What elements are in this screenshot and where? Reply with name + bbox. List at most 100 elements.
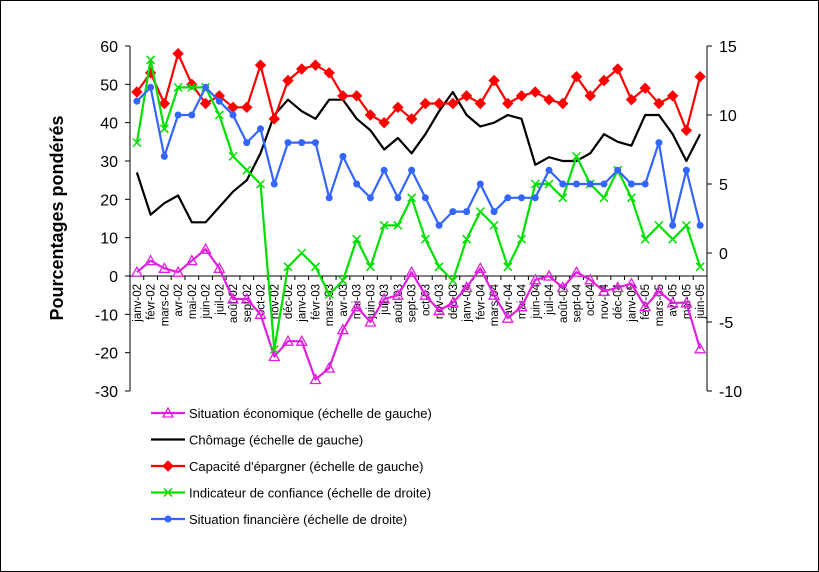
data-point-stroke (352, 234, 362, 244)
data-point (392, 101, 404, 114)
data-point-stroke (297, 248, 307, 258)
data-point (668, 234, 678, 244)
data-point-stroke (668, 234, 678, 244)
data-point (391, 288, 404, 300)
data-point-stroke (310, 262, 320, 272)
data-point (611, 63, 624, 75)
data-point (213, 261, 226, 273)
x-tick-label: juil-02 (214, 284, 226, 316)
data-point-stroke (163, 487, 173, 498)
data-point (257, 125, 265, 133)
data-point (228, 151, 238, 161)
data-point-stroke (420, 234, 430, 244)
data-point-stroke (393, 220, 403, 230)
left-tick-label: -30 (95, 384, 118, 401)
data-point-stroke (324, 289, 334, 299)
data-point (515, 90, 528, 102)
right-tick-label: 5 (719, 177, 728, 194)
left-tick-label: -10 (95, 307, 118, 324)
x-tick-label: mai-04 (517, 283, 529, 319)
data-point (282, 74, 294, 87)
data-point (325, 194, 333, 202)
data-point (487, 288, 501, 300)
data-point-stroke (146, 55, 156, 65)
data-point (185, 254, 198, 266)
series-line (135, 58, 702, 351)
y-axis-title: Pourcentages pondérés (47, 115, 67, 320)
x-tick-label: déc-04 (613, 283, 625, 319)
data-point (408, 166, 416, 174)
data-point (694, 342, 707, 354)
data-point (405, 265, 418, 277)
left-tick-label: -20 (95, 346, 118, 363)
data-point (600, 180, 608, 188)
data-point (419, 288, 432, 300)
data-point-stroke (517, 234, 527, 244)
series-line (135, 90, 702, 224)
data-point (625, 93, 638, 106)
data-point (639, 82, 651, 94)
data-point-stroke (132, 138, 142, 148)
data-point (268, 350, 281, 362)
data-point (337, 90, 349, 102)
data-point (639, 300, 652, 312)
data-point (462, 234, 472, 244)
data-point (682, 166, 690, 174)
data-point (255, 179, 266, 189)
data-point (448, 276, 458, 286)
left-tick-label: 0 (109, 269, 118, 286)
data-point (586, 180, 594, 188)
data-point (295, 334, 308, 346)
data-point (515, 300, 528, 312)
data-point (475, 207, 485, 217)
x-tick-label: août-04 (558, 283, 570, 323)
left-tick-label: 60 (100, 39, 118, 56)
x-tick-label: juin-04 (530, 283, 542, 319)
data-point (572, 180, 580, 188)
data-point (281, 334, 295, 346)
x-tick-label: juin-05 (695, 284, 707, 320)
data-point (268, 113, 280, 125)
right-tick-label: 10 (719, 108, 737, 125)
data-point (488, 74, 500, 87)
left-tick-label: 20 (100, 192, 118, 209)
data-point (366, 194, 374, 202)
series-1 (130, 242, 707, 385)
data-point (283, 262, 293, 272)
data-point (147, 83, 155, 91)
data-point (407, 193, 417, 203)
legend-label: Situation financière (échelle de droite) (189, 512, 407, 527)
x-tick-label: mai-02 (187, 284, 199, 319)
data-point (393, 220, 403, 230)
data-point-stroke (530, 179, 540, 189)
x-tick-label: mars-02 (159, 284, 171, 326)
data-point (666, 296, 679, 308)
data-point (380, 166, 388, 174)
data-point (571, 151, 582, 161)
data-point (164, 515, 172, 523)
data-point (131, 86, 143, 98)
x-tick-label: avr-02 (173, 284, 185, 317)
data-point-stroke (283, 262, 293, 272)
data-point (449, 208, 457, 216)
x-tick-label: mai-05 (681, 284, 693, 319)
data-point (597, 284, 611, 296)
data-point (544, 179, 554, 189)
data-point (270, 180, 278, 188)
data-point (518, 194, 526, 202)
data-point (240, 292, 253, 304)
data-point (296, 63, 308, 75)
data-point (199, 97, 212, 110)
x-tick-label: janv-05 (626, 284, 638, 323)
data-point (529, 86, 541, 98)
x-tick-label: oct-04 (585, 283, 597, 316)
data-point (556, 281, 569, 293)
data-point-stroke (159, 124, 169, 134)
data-point (652, 284, 666, 296)
legend-item: Chômage (échelle de gauche) (151, 433, 363, 448)
data-point (694, 70, 706, 83)
data-point (174, 111, 182, 119)
data-point-stroke (695, 262, 705, 272)
